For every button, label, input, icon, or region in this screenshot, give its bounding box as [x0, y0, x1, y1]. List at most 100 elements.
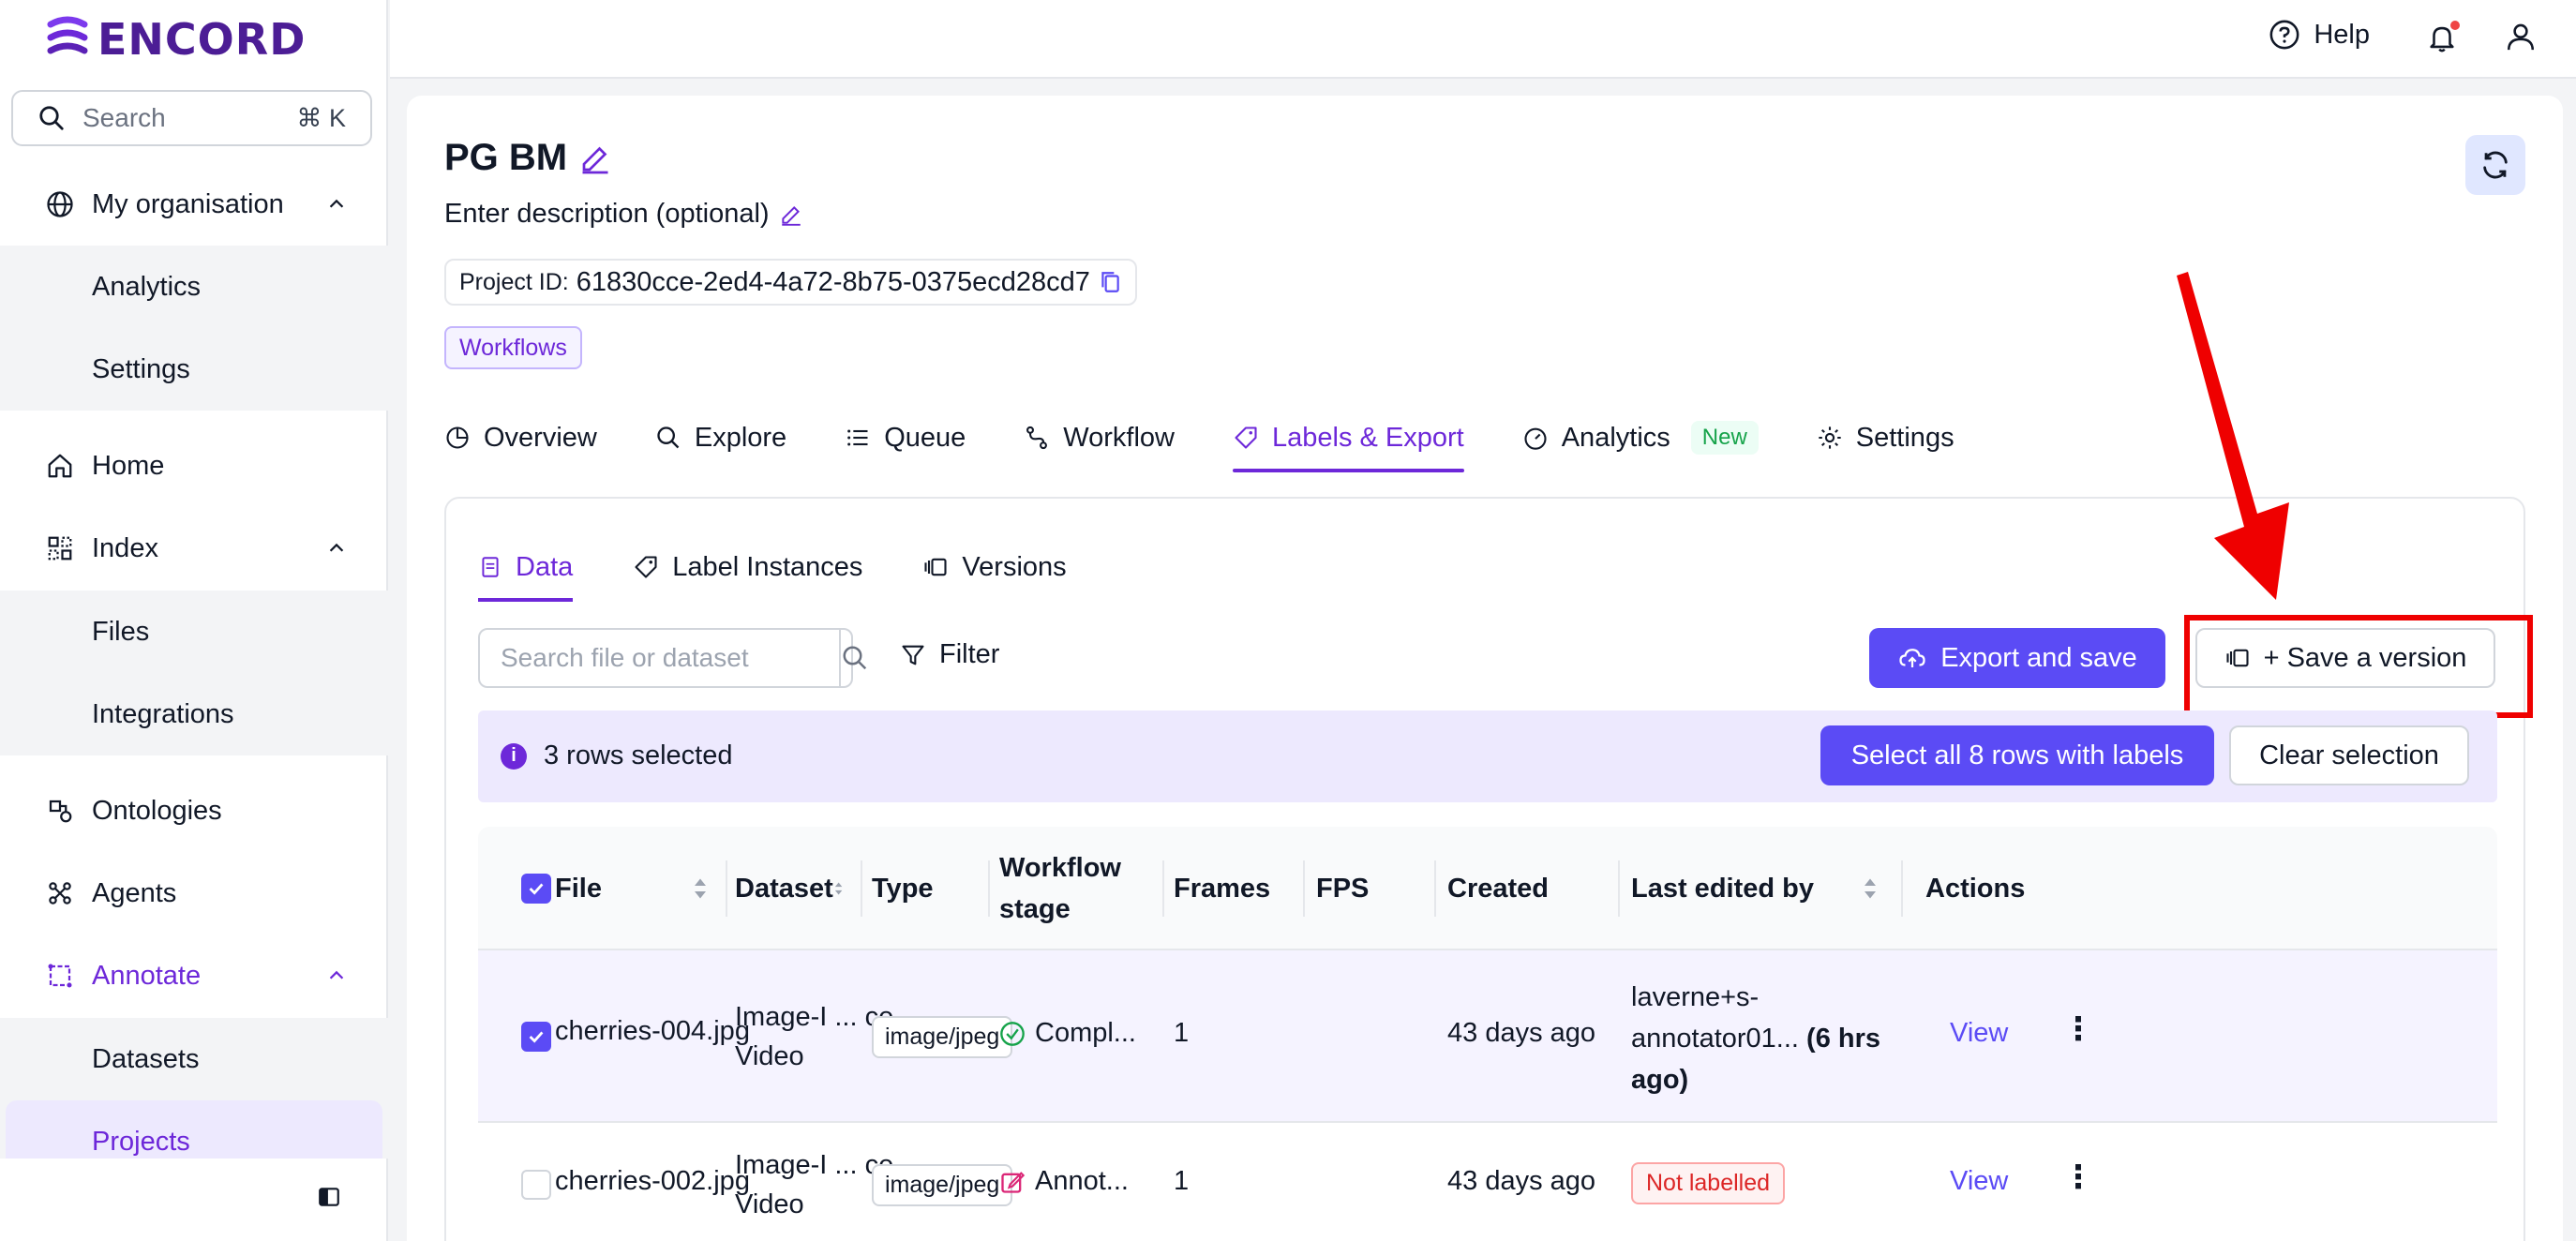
edit-description-icon[interactable] [779, 202, 803, 227]
row-checkbox[interactable] [521, 1022, 551, 1052]
gear-icon [1819, 426, 1841, 449]
refresh-button[interactable] [2465, 135, 2525, 195]
nav-ontologies[interactable]: Ontologies [0, 770, 388, 851]
nav-datasets[interactable]: Datasets [92, 1043, 200, 1074]
agents-icon [45, 878, 75, 908]
notifications-button[interactable] [2426, 21, 2460, 56]
filter-icon [902, 645, 924, 665]
nav-annotate[interactable]: Annotate [0, 935, 388, 1016]
tab-label: Queue [884, 422, 966, 453]
col-last-edited[interactable]: Last edited by [1631, 827, 1894, 950]
tab-overview[interactable]: Overview [444, 405, 597, 471]
encord-logo[interactable]: ENCORD [45, 11, 306, 67]
col-dataset[interactable]: Dataset [735, 827, 859, 950]
ontology-icon [45, 796, 75, 826]
annotate-icon [45, 961, 75, 991]
edit-title-icon[interactable] [578, 142, 612, 175]
type-pill: image/jpeg [872, 1016, 1013, 1058]
editor-time: (6 hrs [1806, 1024, 1881, 1054]
select-all-button[interactable]: Select all 8 rows with labels [1820, 725, 2214, 785]
user-menu-button[interactable] [2505, 21, 2539, 54]
nav-agents[interactable]: Agents [0, 853, 388, 934]
save-version-button[interactable]: + Save a version [2195, 628, 2495, 688]
filter-label: Filter [939, 639, 1000, 669]
export-and-save-button[interactable]: Export and save [1869, 628, 2165, 688]
col-fps: FPS [1316, 827, 1369, 950]
more-options-icon[interactable]: ⋮ [2062, 1011, 2094, 1047]
selection-count: 3 rows selected [544, 740, 733, 770]
col-label: Type [872, 873, 934, 904]
table-row[interactable]: cherries-002.jpg Image-I ... ce- Video i… [478, 1123, 2497, 1241]
nav-home[interactable]: Home [0, 426, 388, 506]
nav-files[interactable]: Files [92, 616, 150, 647]
sort-icon[interactable] [692, 875, 709, 903]
dataset-line: Video [735, 1189, 804, 1219]
tab-queue[interactable]: Queue [845, 405, 966, 471]
list-icon [847, 429, 868, 446]
sort-icon[interactable] [833, 875, 844, 903]
col-file[interactable]: File [555, 827, 724, 950]
help-icon [2269, 20, 2299, 50]
nav-projects[interactable]: Projects [6, 1100, 382, 1159]
home-icon [45, 451, 75, 481]
col-workflow-stage: Workflow stage [999, 827, 1121, 950]
col-separator [861, 860, 862, 917]
tab-explore[interactable]: Explore [655, 405, 786, 471]
help-button[interactable]: Help [2269, 19, 2370, 51]
description-text: Enter description (optional) [444, 199, 770, 229]
project-title: PG BM [444, 137, 612, 179]
project-description: Enter description (optional) [444, 199, 803, 230]
file-search-button[interactable] [839, 630, 869, 686]
filter-button[interactable]: Filter [900, 639, 999, 670]
view-link[interactable]: View [1950, 1166, 2009, 1196]
grid-icon [45, 533, 75, 563]
selection-info: i 3 rows selected [501, 740, 733, 771]
tab-labels-export[interactable]: Labels & Export [1232, 405, 1464, 472]
project-id-label: Project ID: [459, 268, 569, 295]
clear-selection-button[interactable]: Clear selection [2229, 725, 2469, 785]
col-label: Workflow [999, 853, 1121, 883]
copy-icon[interactable] [1098, 269, 1122, 295]
nav-label: Home [92, 450, 165, 481]
tab-label: Workflow [1063, 422, 1175, 453]
file-name: cherries-004.jpg [555, 1016, 750, 1046]
view-link[interactable]: View [1950, 1018, 2009, 1048]
not-labelled-badge: Not labelled [1631, 1162, 1786, 1204]
project-id: Project ID: 61830cce-2ed4-4a72-8b75-0375… [444, 259, 1137, 306]
file-search-input[interactable] [480, 630, 839, 686]
nav-label: Ontologies [92, 795, 222, 826]
subtab-data[interactable]: Data [478, 536, 574, 602]
subtab-versions[interactable]: Versions [922, 536, 1067, 598]
user-icon [2507, 23, 2535, 51]
sort-icon[interactable] [1862, 875, 1879, 903]
globe-icon [45, 189, 75, 219]
topbar: Help [390, 0, 2576, 79]
col-label: FPS [1316, 873, 1370, 904]
type-cell: image/jpeg [872, 1016, 1013, 1058]
nav-my-organisation[interactable]: My organisation [0, 164, 388, 245]
tab-analytics[interactable]: Analytics New [1522, 405, 1759, 471]
select-all-checkbox[interactable] [521, 874, 551, 904]
cloud-upload-icon [1899, 649, 1925, 667]
tab-settings[interactable]: Settings [1817, 405, 1954, 471]
refresh-icon [2483, 151, 2508, 179]
nav-index[interactable]: Index [0, 508, 388, 589]
global-search[interactable]: Search ⌘ K [11, 90, 372, 146]
subtab-label-instances[interactable]: Label Instances [633, 536, 862, 598]
row-checkbox[interactable] [521, 1170, 551, 1200]
more-options-icon[interactable]: ⋮ [2062, 1159, 2094, 1195]
type-cell: image/jpeg [872, 1164, 1013, 1206]
editor-name: annotator01... [1631, 1024, 1799, 1054]
col-label: Last edited by [1631, 873, 1814, 904]
table-row[interactable]: cherries-004.jpg Image-I ... ce- Video i… [478, 950, 2497, 1123]
nav-settings[interactable]: Settings [92, 353, 190, 384]
collapse-sidebar-icon[interactable] [317, 1185, 341, 1209]
col-label: File [555, 873, 602, 904]
editor-line: laverne+s- [1631, 982, 1760, 1012]
bell-icon [2430, 26, 2454, 52]
tab-workflow[interactable]: Workflow [1024, 405, 1175, 471]
nav-integrations[interactable]: Integrations [92, 698, 234, 729]
search-label: Search [82, 103, 166, 132]
info-icon: i [501, 742, 527, 770]
nav-analytics[interactable]: Analytics [92, 271, 202, 302]
